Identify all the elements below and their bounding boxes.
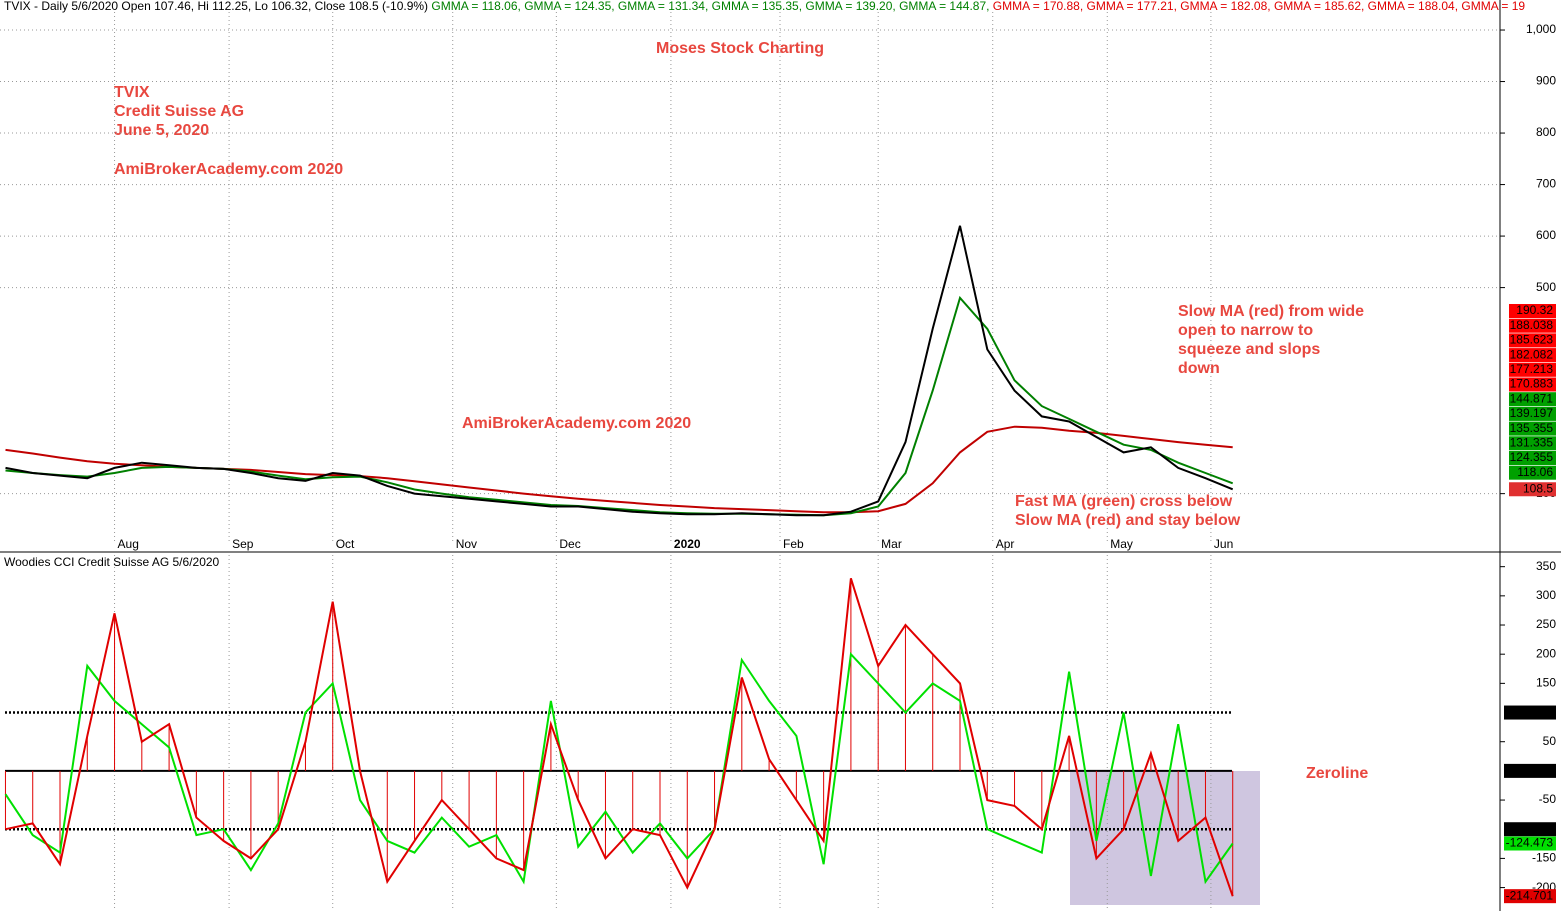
fast-ma-note: Fast MA (green) cross below — [1015, 493, 1233, 510]
reference-label-box — [1504, 822, 1556, 837]
y-tick-label: 800 — [1536, 125, 1556, 139]
y-tick-label: 50 — [1543, 734, 1557, 748]
last-value-box — [1504, 889, 1556, 904]
header-segment: GMMA = 144.87, — [899, 0, 993, 13]
x-tick-label: Apr — [996, 537, 1015, 551]
header-segment: TVIX - Daily 5/6/2020 Open 107.46, Hi 11… — [4, 0, 431, 13]
last-value-label: -124.473 — [1506, 836, 1554, 850]
x-tick-label: May — [1110, 537, 1133, 551]
reference-label-box — [1504, 763, 1556, 778]
last-value-box — [1509, 377, 1556, 392]
header-line: TVIX - Daily 5/6/2020 Open 107.46, Hi 11… — [4, 0, 1525, 13]
y-tick-label: 700 — [1536, 177, 1556, 191]
last-value-label: 185.623 — [1510, 333, 1554, 347]
x-tick-label: Mar — [881, 537, 902, 551]
last-value-box — [1509, 362, 1556, 377]
last-value-label: 139.197 — [1510, 406, 1554, 420]
last-value-label: 144.871 — [1510, 391, 1554, 405]
reference-label-box — [1504, 705, 1556, 720]
last-value-box — [1509, 304, 1556, 318]
last-value-label: 190.32 — [1516, 303, 1553, 317]
watermark: AmiBrokerAcademy.com 2020 — [462, 415, 691, 432]
y-tick-label: 250 — [1536, 617, 1556, 631]
y-tick-label: 350 — [1536, 559, 1556, 573]
last-value-label: -214.701 — [1506, 888, 1554, 902]
last-value-label: 118.06 — [1517, 465, 1553, 479]
x-tick-label: Feb — [783, 537, 804, 551]
x-tick-label: Sep — [232, 537, 254, 551]
last-value-label: 108.5 — [1523, 481, 1553, 495]
reference-label: 100 — [1533, 705, 1553, 719]
header-segment: GMMA = 182.08, — [1180, 0, 1274, 13]
y-tick-label: 900 — [1536, 74, 1556, 88]
y-tick-label: 500 — [1536, 280, 1556, 294]
y-tick-label: -50 — [1539, 792, 1557, 806]
header-segment: GMMA = 185.62, — [1274, 0, 1368, 13]
slow-ma-note: down — [1178, 360, 1220, 377]
last-value-label: 170.883 — [1510, 377, 1554, 391]
last-value-box — [1509, 482, 1556, 497]
last-value-label: 188.038 — [1510, 318, 1554, 332]
header-segment: GMMA = 131.34, — [618, 0, 712, 13]
x-tick-label: 2020 — [674, 537, 701, 551]
last-value-box — [1509, 436, 1556, 451]
x-tick-label: Oct — [336, 537, 355, 551]
x-tick-label: Aug — [118, 537, 139, 551]
slow-ma-note: Slow MA (red) from wide — [1178, 303, 1364, 320]
zeroline-note: Zeroline — [1306, 765, 1368, 782]
y-tick-label: 1,000 — [1526, 22, 1556, 36]
last-value-box — [1509, 406, 1556, 421]
series-line — [5, 225, 1234, 517]
header-segment: GMMA = 135.35, — [712, 0, 806, 13]
reference-label: 0.00000 — [1510, 763, 1554, 777]
y-tick-label: 600 — [1536, 228, 1556, 242]
last-value-label: 177.213 — [1510, 362, 1554, 376]
header-segment: GMMA = 124.35, — [524, 0, 618, 13]
title-note: Moses Stock Charting — [656, 40, 824, 57]
header-segment: GMMA = 118.06, — [431, 0, 524, 13]
header-segment: GMMA = 139.20, — [805, 0, 899, 13]
series-line — [5, 578, 1234, 897]
y-tick-label: 200 — [1536, 646, 1556, 660]
last-value-box — [1509, 421, 1556, 436]
symbol-note: June 5, 2020 — [114, 122, 209, 139]
last-value-box — [1509, 318, 1556, 333]
header-segment: GMMA = 19 — [1461, 0, 1525, 13]
last-value-label: 124.355 — [1510, 450, 1554, 464]
highlight-region — [1070, 771, 1260, 905]
last-value-label: 182.082 — [1510, 347, 1554, 361]
last-value-box — [1509, 333, 1556, 348]
slow-ma-note: open to narrow to — [1178, 322, 1313, 339]
header-segment: GMMA = 188.04, — [1368, 0, 1462, 13]
last-value-box — [1509, 451, 1556, 465]
x-tick-label: Dec — [559, 537, 580, 551]
y-tick-label: 150 — [1536, 676, 1556, 690]
symbol-note: TVIX — [114, 84, 150, 101]
last-value-label: 131.335 — [1510, 435, 1554, 449]
reference-label: -100 — [1529, 821, 1553, 835]
header-segment: GMMA = 170.88, — [993, 0, 1087, 13]
last-value-box — [1504, 836, 1556, 851]
series-line — [4, 651, 1234, 885]
x-tick-label: Nov — [456, 537, 477, 551]
panel-title: Woodies CCI Credit Suisse AG 5/6/2020 — [4, 555, 220, 569]
last-value-box — [1509, 465, 1556, 480]
y-tick-label: 300 — [1536, 588, 1556, 602]
last-value-box — [1509, 392, 1556, 407]
last-value-box — [1509, 348, 1556, 363]
header-segment: GMMA = 177.21, — [1087, 0, 1181, 13]
watermark: AmiBrokerAcademy.com 2020 — [114, 161, 343, 178]
symbol-note: Credit Suisse AG — [114, 103, 244, 120]
slow-ma-note: squeeze and slops — [1178, 341, 1320, 358]
x-tick-label: Jun — [1214, 537, 1233, 551]
fast-ma-note: Slow MA (red) and stay below — [1015, 512, 1241, 529]
last-value-label: 135.355 — [1510, 421, 1554, 435]
y-tick-label: -150 — [1532, 851, 1556, 865]
series-line — [5, 295, 1234, 517]
